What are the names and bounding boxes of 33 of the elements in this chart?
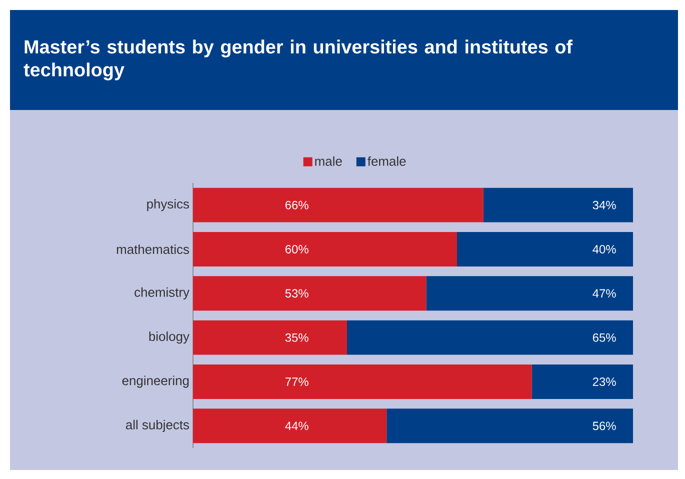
bar	[193, 276, 426, 311]
data-label: 65%	[592, 333, 616, 342]
data-label: 34%	[592, 200, 616, 210]
chart-title: Master’s students by gender in universities and institutes of technology	[24, 40, 573, 80]
data-label: 60%	[285, 245, 308, 254]
y-tick-label: mathematics	[116, 244, 190, 254]
legend-label: male	[315, 156, 342, 166]
y-tick-label: biology	[149, 332, 190, 344]
bar	[193, 232, 458, 266]
data-label: 44%	[285, 422, 308, 430]
bar	[532, 364, 634, 399]
legend-label: female	[368, 156, 406, 166]
y-tick-label: all subjects	[126, 420, 190, 432]
data-label: 23%	[592, 378, 616, 386]
bar	[193, 408, 387, 444]
y-tick-label: engineering	[122, 376, 189, 388]
bar	[483, 188, 634, 222]
bar	[193, 320, 348, 355]
data-label: 66%	[285, 200, 308, 210]
data-label: 40%	[592, 245, 616, 254]
bar	[193, 188, 484, 222]
data-label: 53%	[285, 289, 308, 298]
data-label: 35%	[285, 333, 308, 342]
bar	[386, 408, 634, 444]
bar	[426, 276, 634, 311]
data-label: 56%	[592, 422, 616, 430]
data-label: 77%	[285, 378, 308, 386]
bar	[347, 320, 634, 355]
y-tick-label: chemistry	[134, 287, 190, 300]
data-label: 47%	[592, 289, 616, 298]
bar	[457, 232, 634, 266]
y-tick-label: physics	[147, 199, 190, 212]
bar	[193, 364, 532, 399]
